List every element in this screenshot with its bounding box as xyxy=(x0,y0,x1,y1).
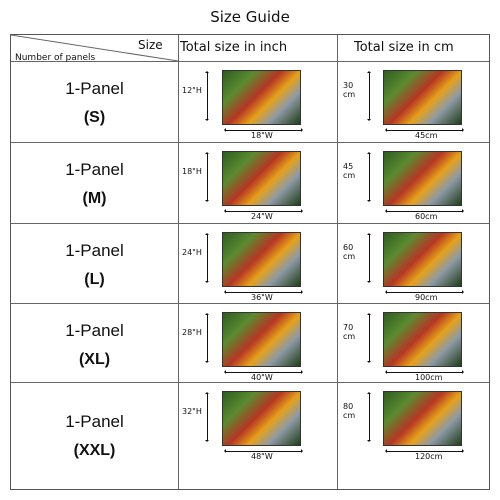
height-arrow xyxy=(367,313,371,363)
panel-count: 1-Panel xyxy=(65,321,124,340)
height-inch-label: 12"H xyxy=(182,86,202,95)
panel-label: 1-Panel (S) xyxy=(11,79,178,127)
width-arrow xyxy=(385,449,464,453)
spice-spoons-painting-thumbnail xyxy=(383,312,462,367)
panel-label: 1-Panel (XXL) xyxy=(11,412,178,460)
header-total-size-inch: Total size in inch xyxy=(180,40,288,55)
panel-size: (S) xyxy=(83,109,106,126)
header-total-size-cm: Total size in cm xyxy=(354,40,454,55)
width-inch-label: 40"W xyxy=(251,373,273,382)
height-cm-label: 70 cm xyxy=(343,323,356,341)
height-cm-label: 80 cm xyxy=(343,402,356,420)
panel-count: 1-Panel xyxy=(65,79,124,98)
height-arrow xyxy=(367,233,371,283)
header-number-of-panels-label: Number of panels xyxy=(15,53,96,63)
spice-spoons-painting-thumbnail xyxy=(222,70,301,125)
height-cm-label: 30 cm xyxy=(343,81,356,99)
width-arrow xyxy=(224,128,303,132)
width-cm-label: 90cm xyxy=(415,293,438,302)
width-arrow xyxy=(385,290,464,294)
width-cm-label: 120cm xyxy=(415,452,443,461)
height-inch-label: 32"H xyxy=(182,407,202,416)
width-cm-label: 100cm xyxy=(415,373,443,382)
spice-spoons-painting-thumbnail xyxy=(383,151,462,206)
spice-spoons-painting-thumbnail xyxy=(222,391,301,446)
width-arrow xyxy=(224,209,303,213)
row-divider xyxy=(11,382,489,383)
height-arrow xyxy=(205,313,209,363)
width-arrow xyxy=(385,370,464,374)
panel-count: 1-Panel xyxy=(65,412,124,431)
header-diagonal-line xyxy=(11,35,179,62)
spice-spoons-painting-thumbnail xyxy=(222,312,301,367)
page-title: Size Guide xyxy=(210,8,290,26)
height-arrow xyxy=(205,71,209,121)
header-divider xyxy=(11,61,489,62)
height-arrow xyxy=(205,233,209,283)
panel-size: (XL) xyxy=(78,351,111,368)
width-cm-label: 45cm xyxy=(415,131,438,140)
height-inch-label: 28"H xyxy=(182,328,202,337)
height-cm-label: 60 cm xyxy=(343,243,356,261)
row-divider xyxy=(11,223,489,224)
spice-spoons-painting-thumbnail xyxy=(222,151,301,206)
width-inch-label: 18"W xyxy=(251,131,273,140)
width-inch-label: 24"W xyxy=(251,212,273,221)
spice-spoons-painting-thumbnail xyxy=(383,232,462,287)
size-guide-table: Size Number of panels Total size in inch… xyxy=(10,34,490,490)
row-divider xyxy=(11,142,489,143)
row-divider xyxy=(11,303,489,304)
height-arrow xyxy=(367,71,371,121)
height-cm-label: 45 cm xyxy=(343,162,356,180)
width-inch-label: 48"W xyxy=(251,452,273,461)
height-arrow xyxy=(205,152,209,202)
width-arrow xyxy=(385,128,464,132)
column-divider xyxy=(178,35,179,489)
spice-spoons-painting-thumbnail xyxy=(383,70,462,125)
panel-size: (L) xyxy=(84,271,105,288)
spice-spoons-painting-thumbnail xyxy=(383,391,462,446)
header-size-label: Size xyxy=(138,38,163,52)
panel-label: 1-Panel (L) xyxy=(11,241,178,289)
spice-spoons-painting-thumbnail xyxy=(222,232,301,287)
panel-count: 1-Panel xyxy=(65,160,124,179)
width-arrow xyxy=(224,449,303,453)
panel-size: (XXL) xyxy=(73,442,116,459)
panel-size: (M) xyxy=(82,190,107,207)
width-arrow xyxy=(385,209,464,213)
width-cm-label: 60cm xyxy=(415,212,438,221)
width-arrow xyxy=(224,370,303,374)
height-arrow xyxy=(367,152,371,202)
panel-count: 1-Panel xyxy=(65,241,124,260)
height-inch-label: 18"H xyxy=(182,167,202,176)
width-arrow xyxy=(224,290,303,294)
column-divider xyxy=(337,35,338,489)
height-inch-label: 24"H xyxy=(182,248,202,257)
panel-label: 1-Panel (M) xyxy=(11,160,178,208)
width-inch-label: 36"W xyxy=(251,293,273,302)
height-arrow xyxy=(367,392,371,442)
panel-label: 1-Panel (XL) xyxy=(11,321,178,369)
height-arrow xyxy=(205,392,209,442)
